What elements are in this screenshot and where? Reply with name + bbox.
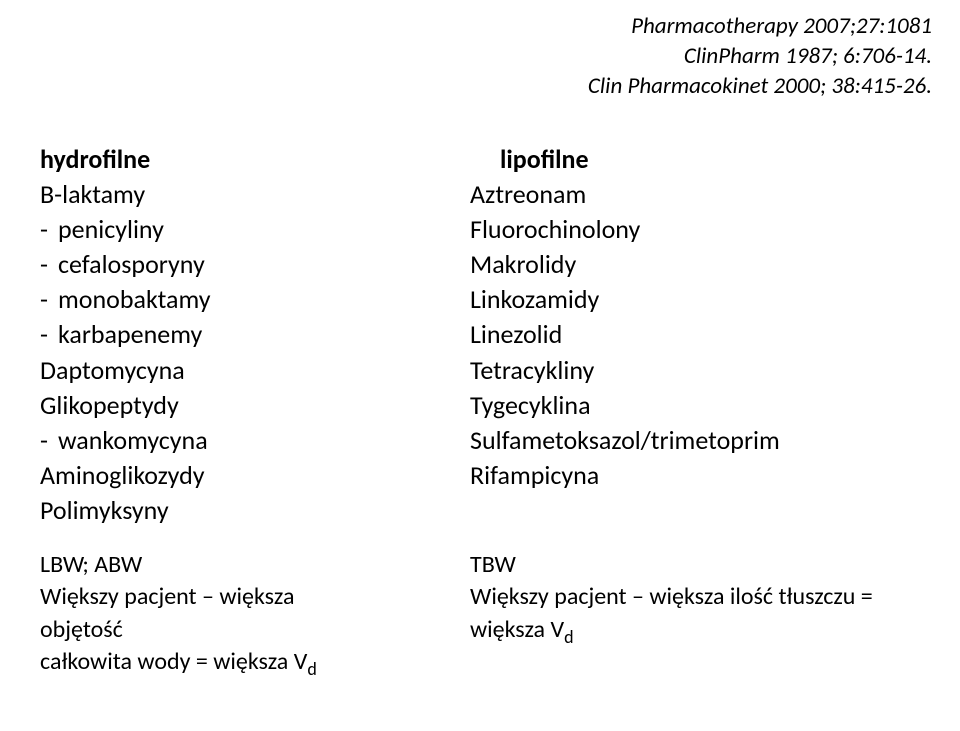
dash-icon: -: [40, 212, 58, 247]
list-item: Aminoglikozydy: [40, 458, 340, 493]
list-item: -cefalosporyny: [40, 247, 340, 282]
list-item: Daptomycyna: [40, 353, 340, 388]
list-item-label: monobaktamy: [58, 282, 211, 317]
subscript-d: d: [564, 625, 573, 647]
list-item-label: karbapenemy: [58, 317, 202, 352]
list-item: Polimyksyny: [40, 493, 340, 528]
page: Pharmacotherapy 2007;27:1081 ClinPharm 1…: [0, 0, 960, 731]
dash-icon: -: [40, 282, 58, 317]
body-text-part: całkowita wody = większa V: [40, 647, 307, 676]
lbw-abw-label: LBW; ABW: [40, 549, 340, 581]
list-item: Fluorochinolony: [470, 212, 900, 247]
references-block: Pharmacotherapy 2007;27:1081 ClinPharm 1…: [588, 12, 932, 102]
columns: hydrofilne B-laktamy -penicyliny -cefalo…: [40, 142, 920, 528]
list-item: -wankomycyna: [40, 423, 340, 458]
reference-line: Clin Pharmacokinet 2000; 38:415-26.: [588, 72, 932, 102]
tbw-block: TBW Większy pacjent – większa ilość tłus…: [470, 549, 900, 681]
list-item: -penicyliny: [40, 212, 340, 247]
hydrophilic-heading: hydrofilne: [40, 142, 340, 177]
dash-icon: -: [40, 423, 58, 458]
lipophilic-column: lipofilne Aztreonam Fluorochinolony Makr…: [470, 142, 900, 528]
list-item-label: penicyliny: [58, 212, 164, 247]
body-text: większa Vd: [470, 614, 900, 649]
list-item: -karbapenemy: [40, 317, 340, 352]
beta-lactams-label: B-laktamy: [40, 177, 340, 212]
bottom-row: LBW; ABW Większy pacjent – większa objęt…: [40, 549, 920, 681]
reference-line: ClinPharm 1987; 6:706-14.: [588, 42, 932, 72]
list-item: Rifampicyna: [470, 458, 900, 493]
body-text: całkowita wody = większa Vd: [40, 646, 340, 681]
list-item: Tygecyklina: [470, 388, 900, 423]
dash-icon: -: [40, 317, 58, 352]
body-text: Większy pacjent – większa objętość: [40, 581, 340, 646]
hydrophilic-column: hydrofilne B-laktamy -penicyliny -cefalo…: [40, 142, 340, 528]
list-item-label: wankomycyna: [58, 423, 208, 458]
tbw-label: TBW: [470, 549, 900, 581]
list-item: Glikopeptydy: [40, 388, 340, 423]
list-item: Sulfametoksazol/trimetoprim: [470, 423, 900, 458]
subscript-d: d: [307, 658, 316, 680]
lbw-abw-block: LBW; ABW Większy pacjent – większa objęt…: [40, 549, 340, 681]
list-item: Linkozamidy: [470, 282, 900, 317]
list-item-label: cefalosporyny: [58, 247, 205, 282]
dash-icon: -: [40, 247, 58, 282]
lipophilic-heading: lipofilne: [470, 142, 900, 177]
reference-line: Pharmacotherapy 2007;27:1081: [588, 12, 932, 42]
list-item: Aztreonam: [470, 177, 900, 212]
list-item: Makrolidy: [470, 247, 900, 282]
list-item: Linezolid: [470, 317, 900, 352]
list-item: -monobaktamy: [40, 282, 340, 317]
body-text-part: większa V: [470, 615, 564, 644]
list-item: Tetracykliny: [470, 353, 900, 388]
body-text: Większy pacjent – większa ilość tłuszczu…: [470, 581, 900, 613]
